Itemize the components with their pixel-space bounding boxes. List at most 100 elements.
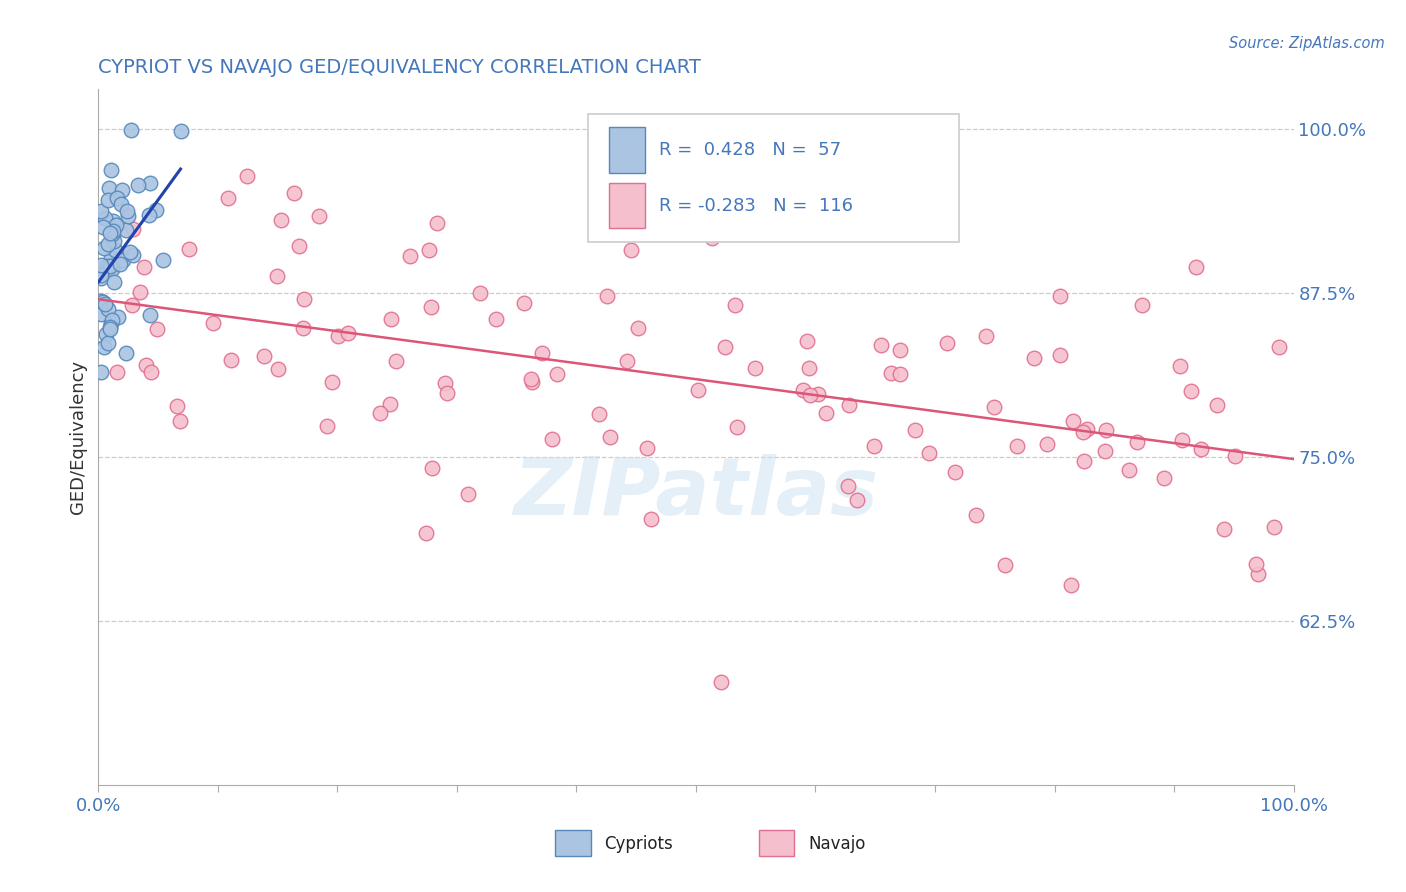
Point (97, 335, 120, 350)
Point (90, 271, 112, 285)
Point (97, 194, 120, 208)
Point (596, 289, 619, 303)
Point (98, 259, 121, 273)
Point (166, 399, 188, 413)
Point (1244, 558, 1267, 572)
Point (1071, 425, 1094, 439)
Point (217, 191, 239, 205)
Point (1247, 567, 1270, 582)
Point (122, 248, 145, 262)
Point (1263, 520, 1285, 534)
Point (103, 225, 125, 239)
Point (546, 367, 568, 381)
Point (94, 327, 117, 342)
Point (880, 367, 903, 381)
Point (100, 316, 122, 330)
Point (100, 313, 122, 327)
Point (101, 262, 124, 277)
Point (114, 346, 136, 360)
Point (904, 423, 927, 437)
Point (91, 219, 114, 234)
Point (146, 322, 169, 336)
Point (120, 123, 142, 137)
Point (93, 294, 115, 309)
Point (321, 376, 343, 390)
Point (1094, 444, 1116, 458)
Point (103, 214, 125, 228)
Point (415, 526, 437, 541)
Point (105, 191, 128, 205)
Point (1095, 423, 1118, 437)
Point (436, 386, 458, 401)
Text: Source: ZipAtlas.com: Source: ZipAtlas.com (1229, 36, 1385, 51)
Point (368, 406, 391, 420)
Point (127, 178, 149, 193)
Point (520, 372, 543, 386)
Point (294, 292, 316, 306)
Point (152, 253, 174, 268)
Point (1180, 384, 1202, 398)
Point (117, 204, 139, 219)
Point (530, 346, 553, 360)
Point (97, 302, 120, 317)
Point (636, 441, 658, 455)
Point (688, 383, 710, 397)
Point (640, 511, 662, 525)
FancyBboxPatch shape (589, 113, 959, 243)
Point (1189, 442, 1212, 456)
Point (115, 222, 138, 236)
Point (111, 183, 134, 197)
Point (889, 343, 911, 357)
Point (1185, 260, 1208, 274)
Point (129, 285, 152, 299)
Point (974, 328, 997, 343)
Point (426, 216, 449, 230)
Point (103, 259, 125, 273)
Point (599, 430, 621, 444)
Point (100, 162, 122, 177)
Point (103, 275, 125, 289)
Point (97, 181, 120, 195)
Point (98, 322, 121, 336)
Text: R =  0.428   N =  57: R = 0.428 N = 57 (659, 141, 841, 159)
Point (422, 461, 444, 475)
Point (97, 236, 120, 251)
Point (1213, 522, 1236, 536)
Point (541, 432, 564, 446)
Point (141, 365, 163, 379)
Point (100, 319, 122, 334)
Point (385, 354, 408, 368)
Point (943, 465, 966, 479)
Bar (609, 128, 644, 173)
Point (94, 211, 117, 225)
Point (90, 203, 112, 218)
Point (169, 414, 191, 428)
Point (513, 295, 536, 310)
Point (780, 184, 803, 198)
Point (807, 387, 830, 401)
Point (838, 398, 860, 412)
Point (620, 243, 643, 257)
Point (315, 418, 337, 433)
Y-axis label: GED/Equivalency: GED/Equivalency (69, 360, 87, 514)
Point (90, 307, 112, 321)
Point (139, 308, 162, 322)
Point (994, 558, 1017, 573)
Point (288, 239, 311, 253)
Point (588, 407, 610, 421)
Point (101, 227, 124, 241)
Point (108, 257, 131, 271)
Point (94, 297, 117, 311)
Point (202, 316, 225, 330)
Text: R = -0.283   N =  116: R = -0.283 N = 116 (659, 197, 853, 215)
Point (380, 397, 402, 411)
Point (799, 388, 821, 402)
Point (138, 209, 160, 223)
Point (118, 245, 141, 260)
Point (797, 360, 820, 375)
Point (117, 209, 139, 223)
Point (90, 258, 112, 272)
Point (169, 124, 191, 138)
Point (111, 252, 134, 267)
Point (399, 249, 422, 263)
